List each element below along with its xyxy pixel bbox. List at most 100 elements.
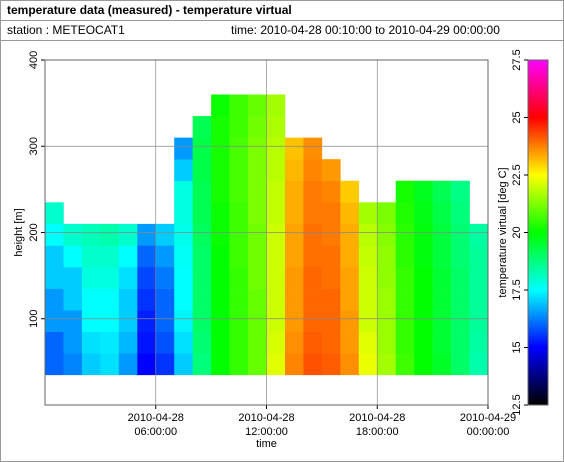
- heat-cell: [211, 310, 230, 332]
- heat-cell: [358, 288, 378, 311]
- heat-cell: [248, 223, 267, 246]
- heat-cell: [377, 310, 397, 332]
- plot-frame: [44, 59, 489, 406]
- x-tick-label: 18:00:00: [356, 426, 399, 438]
- heat-cell: [45, 288, 64, 311]
- heat-cell: [340, 223, 360, 246]
- heat-cell: [414, 245, 433, 268]
- heat-cell: [100, 331, 120, 354]
- heat-cell: [118, 267, 138, 289]
- heat-cell: [155, 223, 175, 246]
- heat-cell: [118, 353, 138, 376]
- heat-cell: [284, 288, 304, 311]
- colorbar-tick-label: 25: [511, 111, 523, 123]
- heat-cell: [81, 331, 101, 354]
- heat-cell: [81, 353, 101, 376]
- heat-cell: [174, 267, 193, 289]
- heat-cell: [303, 137, 323, 160]
- heat-cell: [229, 159, 249, 182]
- heat-cell: [284, 159, 304, 182]
- colorbar-label: temperature virtual [deg C]: [497, 167, 509, 297]
- heat-cell: [63, 223, 83, 246]
- heat-cell: [45, 353, 64, 376]
- heat-cell: [469, 245, 489, 268]
- heat-cell: [321, 202, 341, 225]
- heat-cell: [81, 310, 101, 332]
- heat-cell: [174, 137, 193, 160]
- heat-cell: [229, 245, 249, 268]
- heat-cell: [137, 353, 157, 376]
- heat-cell: [395, 245, 415, 268]
- heat-cell: [432, 288, 452, 311]
- heat-cell: [303, 331, 323, 354]
- heat-cell: [211, 267, 230, 289]
- heat-cell: [266, 137, 286, 160]
- colorbar-tick-label: 12.5: [511, 394, 523, 415]
- info-bar: station : METEOCAT1 time: 2010-04-28 00:…: [1, 21, 563, 41]
- heat-cell: [432, 245, 452, 268]
- heat-cell: [229, 223, 249, 246]
- heat-cell: [211, 288, 230, 311]
- colorbar-tick-label: 20: [511, 226, 523, 238]
- heat-cell: [340, 331, 360, 354]
- heat-cell: [63, 331, 83, 354]
- heat-cell: [266, 353, 286, 376]
- heat-cell: [248, 288, 267, 311]
- heat-cell: [321, 245, 341, 268]
- heat-cell: [248, 267, 267, 289]
- heat-cell: [248, 202, 267, 225]
- heat-cell: [266, 288, 286, 311]
- heat-cell: [284, 180, 304, 203]
- heat-cell: [211, 331, 230, 354]
- heat-cell: [211, 137, 230, 160]
- heat-cell: [358, 310, 378, 332]
- heat-cell: [211, 159, 230, 182]
- heat-cell: [432, 267, 452, 289]
- heat-cell: [174, 353, 193, 376]
- heat-cell: [192, 267, 212, 289]
- heat-cell: [395, 180, 415, 203]
- heat-cell: [100, 223, 120, 246]
- heat-cell: [451, 267, 470, 289]
- heat-cell: [303, 310, 323, 332]
- station: station : METEOCAT1: [7, 23, 125, 37]
- heat-cell: [211, 353, 230, 376]
- heat-cell: [377, 288, 397, 311]
- heat-cell: [451, 245, 470, 268]
- heat-cell: [118, 245, 138, 268]
- heat-cell: [174, 288, 193, 311]
- heat-cell: [451, 223, 470, 246]
- heat-cell: [414, 267, 433, 289]
- heat-cell: [395, 202, 415, 225]
- heat-cell: [266, 180, 286, 203]
- heat-cell: [118, 288, 138, 311]
- heat-cell: [303, 353, 323, 376]
- heat-cell: [340, 245, 360, 268]
- heat-cell: [174, 245, 193, 268]
- heat-cell: [155, 353, 175, 376]
- y-tick-label: 300: [28, 137, 40, 155]
- heat-cell: [395, 310, 415, 332]
- heat-cell: [174, 331, 193, 354]
- heat-cell: [63, 288, 83, 311]
- heat-cell: [266, 202, 286, 225]
- heat-cell: [192, 116, 212, 138]
- heat-cell: [211, 94, 230, 117]
- heat-cell: [174, 202, 193, 225]
- heat-cell: [248, 116, 267, 138]
- heat-cell: [174, 223, 193, 246]
- heat-cell: [45, 267, 64, 289]
- heat-cell: [192, 202, 212, 225]
- heat-cell: [358, 245, 378, 268]
- x-tick-label: 2010-04-28: [128, 412, 184, 424]
- heat-cell: [321, 223, 341, 246]
- heat-cell: [432, 223, 452, 246]
- heat-cell: [321, 310, 341, 332]
- heat-cell: [451, 288, 470, 311]
- heat-cell: [137, 288, 157, 311]
- heat-cell: [266, 159, 286, 182]
- heat-cell: [174, 159, 193, 182]
- heat-cell: [284, 202, 304, 225]
- heat-cell: [469, 288, 489, 311]
- heat-cell: [266, 331, 286, 354]
